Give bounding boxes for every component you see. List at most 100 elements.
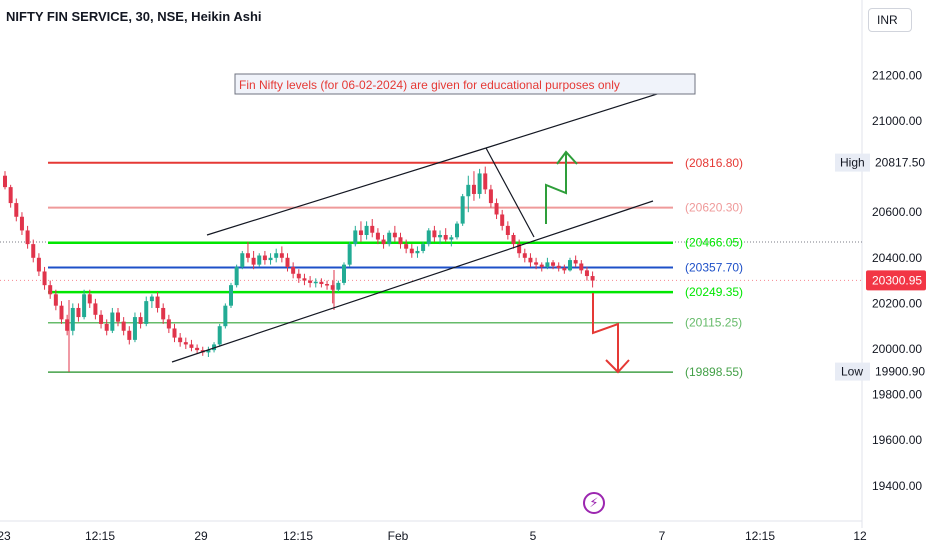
candle-body (149, 296, 154, 302)
annotation-box: Fin Nifty levels (for 06-02-2024) are gi… (234, 73, 696, 95)
candle-body (460, 196, 465, 224)
bearish-path-arrow (592, 293, 619, 372)
candle-body (251, 257, 256, 265)
candle-body (48, 285, 53, 295)
y-tick-label: 20400.00 (872, 251, 922, 265)
candle-body (313, 281, 318, 284)
y-tick-label: 21000.00 (872, 114, 922, 128)
lightning-icon[interactable]: ⚡ (583, 492, 605, 514)
candle-body (477, 173, 482, 194)
candle-body (421, 244, 426, 251)
candle-body (212, 344, 217, 351)
last-price-badge (866, 270, 926, 291)
level-label: (20816.80) (685, 156, 743, 170)
candle-body (19, 216, 24, 231)
channel-upper-line (206, 147, 487, 236)
x-tick-label: 12:15 (283, 529, 313, 543)
candle-body (505, 225, 510, 235)
candle-body (155, 296, 160, 308)
channel-lower-line (171, 200, 654, 363)
candle-body (87, 294, 92, 304)
bullish-arrowhead (556, 150, 578, 165)
candle-body (274, 253, 279, 258)
channel-upper-extension (485, 87, 677, 149)
candle-body (556, 265, 561, 269)
candle-body (127, 330, 132, 340)
candle-body (161, 307, 166, 320)
candle-body (59, 305, 64, 320)
candle-body (110, 312, 115, 331)
candle-body (398, 237, 403, 245)
candle-body (65, 319, 70, 331)
candles-group (3, 166, 595, 357)
candle-body (70, 307, 75, 331)
candle-body (517, 244, 522, 254)
candle-body (104, 323, 109, 331)
candle-body (415, 250, 420, 254)
candle-body (409, 248, 414, 254)
candle-body (245, 253, 250, 258)
x-tick-label: 12:15 (85, 529, 115, 543)
currency-selector[interactable]: INR (868, 8, 912, 32)
candle-body (370, 225, 375, 233)
candle-body (14, 203, 19, 217)
low-label-bg (835, 362, 870, 381)
candle-body (438, 235, 443, 238)
candle-body (432, 230, 437, 238)
candle-body (364, 225, 369, 235)
candle-body (319, 281, 324, 285)
candle-body (392, 232, 397, 238)
candle-body (291, 266, 296, 274)
candle-body (240, 253, 245, 267)
candle-body (296, 273, 301, 279)
y-tick-label: 19400.00 (872, 479, 922, 493)
chart-title: NIFTY FIN SERVICE, 30, NSE, Heikin Ashi (6, 9, 262, 24)
bearish-arrowhead (605, 359, 630, 374)
annotation-background (234, 73, 696, 95)
bullish-path-arrow (545, 152, 567, 224)
candle-body (53, 294, 58, 306)
candle-body (387, 232, 392, 245)
level-label: (20249.35) (685, 285, 743, 299)
annotation-text: Fin Nifty levels (for 06-02-2024) are gi… (239, 78, 620, 92)
candle-body (330, 285, 335, 290)
candle-body (42, 271, 47, 286)
high-label-bg (835, 153, 870, 172)
candle-body (336, 282, 341, 290)
y-tick-label: 19600.00 (872, 433, 922, 447)
candle-body (76, 307, 81, 318)
candle-body (455, 223, 459, 238)
candle-body (381, 239, 386, 245)
candle-body (36, 257, 41, 272)
y-tick-label: 20000.00 (872, 342, 922, 356)
candle-body (443, 235, 448, 240)
candle-body (325, 284, 330, 286)
y-tick-label: 20200.00 (872, 296, 922, 310)
candle-body (121, 321, 126, 331)
candle-body (353, 230, 358, 245)
candle-body (189, 344, 194, 348)
candle-body (539, 264, 544, 267)
candle-body (132, 317, 137, 340)
candle-body (534, 262, 539, 265)
candle-body (584, 270, 589, 277)
high-label: High (840, 156, 865, 170)
candle-body (545, 262, 550, 267)
candle-body (8, 187, 13, 204)
trend-line (485, 147, 535, 238)
candle-body (404, 244, 409, 249)
candle-body (178, 337, 183, 343)
y-tick-label: 19800.00 (872, 388, 922, 402)
candle-body (262, 255, 267, 261)
candle-body (562, 268, 567, 271)
candle-body (195, 347, 200, 351)
level-label: (20357.70) (685, 260, 743, 274)
candle-body (279, 253, 284, 258)
candle-body (528, 257, 533, 263)
candle-body (3, 175, 7, 188)
x-tick-label: 5 (530, 529, 537, 543)
candle-body (449, 237, 454, 240)
candle-body (116, 312, 120, 322)
candle-body (82, 294, 87, 318)
